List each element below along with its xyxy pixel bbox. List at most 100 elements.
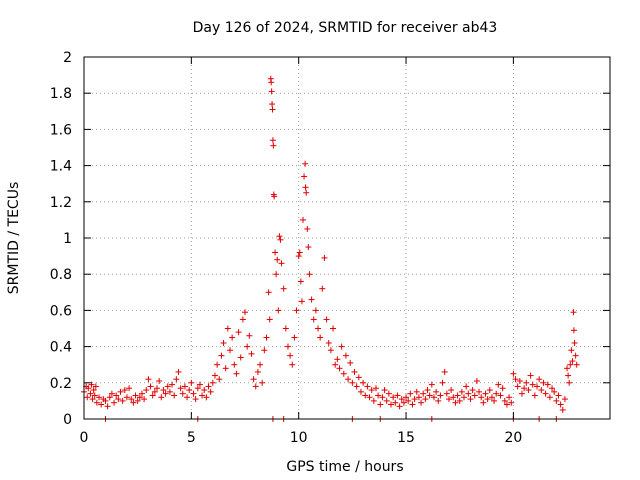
data-point	[214, 361, 221, 368]
data-point	[514, 383, 521, 390]
data-point	[270, 142, 277, 149]
data-point	[372, 385, 379, 392]
data-point	[138, 390, 145, 397]
axis-ticks	[83, 56, 610, 420]
data-point	[426, 392, 433, 399]
data-point	[570, 309, 577, 316]
data-point	[508, 399, 515, 406]
data-point	[342, 352, 349, 359]
data-point	[92, 383, 99, 390]
data-point	[266, 316, 273, 323]
data-point	[336, 365, 343, 372]
data-point	[190, 390, 197, 397]
data-point	[325, 339, 332, 346]
data-point	[277, 236, 284, 243]
data-point	[128, 396, 135, 403]
data-point	[102, 397, 109, 404]
data-point	[538, 387, 545, 394]
data-point	[257, 361, 264, 368]
data-point	[169, 381, 176, 388]
data-point	[488, 394, 495, 401]
y-tick-label: 1.6	[50, 122, 72, 138]
data-point	[222, 365, 229, 372]
data-point	[415, 394, 422, 401]
data-point	[89, 396, 96, 403]
data-point	[454, 392, 461, 399]
data-point	[117, 388, 124, 395]
data-point	[448, 387, 455, 394]
data-point	[91, 392, 98, 399]
data-point	[111, 399, 118, 406]
data-point	[289, 361, 296, 368]
data-point	[220, 339, 227, 346]
data-point	[115, 396, 122, 403]
data-point	[203, 394, 210, 401]
data-point	[327, 347, 334, 354]
data-point	[84, 394, 91, 401]
data-point	[482, 390, 489, 397]
data-point	[420, 390, 427, 397]
data-point	[437, 392, 444, 399]
data-point	[304, 225, 311, 232]
data-point	[218, 352, 225, 359]
data-point	[340, 370, 347, 377]
data-point	[428, 381, 435, 388]
plot-frame	[83, 56, 611, 420]
data-point	[491, 397, 498, 404]
data-point	[93, 399, 100, 406]
data-point	[134, 397, 141, 404]
data-point	[360, 379, 367, 386]
data-point	[271, 193, 278, 200]
data-point	[181, 383, 188, 390]
data-point	[463, 383, 470, 390]
data-point	[413, 388, 420, 395]
data-point	[467, 396, 474, 403]
data-point	[147, 383, 154, 390]
data-point	[319, 285, 326, 292]
data-point	[199, 392, 206, 399]
data-point	[254, 368, 261, 375]
data-point	[106, 394, 113, 401]
data-point	[525, 387, 532, 394]
data-point	[571, 339, 578, 346]
data-point	[291, 334, 298, 341]
data-point	[506, 394, 513, 401]
data-point	[430, 394, 437, 401]
data-point	[156, 377, 163, 384]
data-point	[570, 327, 577, 334]
y-tick-labels: 0 0.2 0.4 0.6 0.8 1 1.2 1.4 1.6 1.8 2	[50, 50, 72, 428]
data-point	[544, 381, 551, 388]
data-point	[512, 376, 519, 383]
data-point	[259, 379, 266, 386]
data-point	[273, 271, 280, 278]
data-point	[362, 392, 369, 399]
data-point	[458, 388, 465, 395]
data-point	[568, 347, 575, 354]
data-point	[252, 383, 259, 390]
data-point	[407, 390, 414, 397]
y-tick-label: 0.6	[50, 303, 72, 319]
data-point	[141, 396, 148, 403]
data-point	[566, 379, 573, 386]
data-point	[510, 370, 517, 377]
data-point	[476, 388, 483, 395]
data-point	[244, 343, 251, 350]
data-point	[233, 370, 240, 377]
data-point	[119, 397, 126, 404]
data-point	[310, 316, 317, 323]
y-tick-label: 0.2	[50, 376, 72, 392]
data-point	[299, 216, 306, 223]
y-tick-label: 1.2	[50, 195, 72, 211]
data-point	[179, 390, 186, 397]
data-point	[205, 383, 212, 390]
x-tick-label: 0	[80, 430, 89, 446]
data-point	[188, 379, 195, 386]
data-point	[392, 399, 399, 406]
data-point	[480, 399, 487, 406]
y-tick-label: 0	[63, 412, 72, 428]
data-point	[567, 361, 574, 368]
data-points	[81, 75, 580, 422]
data-point	[184, 394, 191, 401]
data-point	[162, 390, 169, 397]
data-point	[565, 372, 572, 379]
